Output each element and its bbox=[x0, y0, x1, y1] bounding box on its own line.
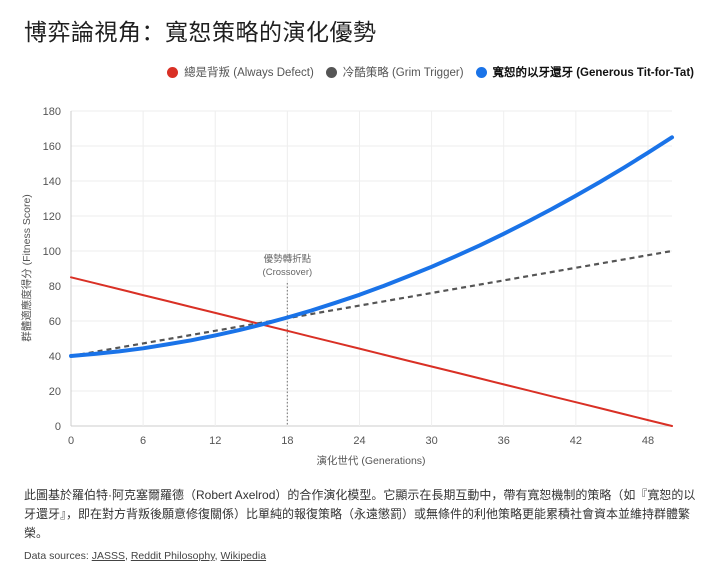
series-always-defect-line bbox=[70, 276, 673, 427]
legend-dot-icon bbox=[475, 66, 487, 78]
series-lines bbox=[69, 135, 674, 427]
x-axis-label: 演化世代 (Generations) bbox=[316, 454, 425, 467]
crossover-label: 優勢轉折點 bbox=[264, 253, 312, 265]
y-tick-label: 0 bbox=[55, 421, 61, 433]
legend-label: 冷酷策略 (Grim Trigger) bbox=[342, 67, 464, 79]
source-link-reddit[interactable]: Reddit Philosophy bbox=[130, 550, 215, 562]
chart-legend: 總是背叛 (Always Defect) 冷酷策略 (Grim Trigger)… bbox=[167, 64, 694, 80]
chart-description: 此圖基於羅伯特·阿克塞爾羅德（Robert Axelrod）的合作演化模型。它顯… bbox=[24, 488, 696, 540]
legend-item-generous-tft[interactable]: 寬恕的以牙還牙 (Generous Tit-for-Tat) bbox=[475, 64, 694, 80]
y-tick-label: 60 bbox=[49, 316, 61, 328]
chart-footer: 此圖基於羅伯特·阿克塞爾羅德（Robert Axelrod）的合作演化模型。它顯… bbox=[24, 486, 696, 563]
y-tick-label: 100 bbox=[43, 246, 61, 258]
x-tick-label: 36 bbox=[498, 435, 510, 447]
y-tick-label: 80 bbox=[49, 281, 61, 293]
legend-item-always-defect[interactable]: 總是背叛 (Always Defect) bbox=[167, 64, 314, 80]
series-grim-trigger-line bbox=[70, 249, 673, 358]
legend-dot-icon bbox=[167, 66, 179, 78]
crossover-sublabel: (Crossover) bbox=[263, 267, 313, 278]
x-tick-label: 42 bbox=[570, 435, 582, 447]
sources-prefix: Data sources: bbox=[24, 550, 89, 562]
y-tick-label: 40 bbox=[49, 351, 61, 363]
legend-item-grim-trigger[interactable]: 冷酷策略 (Grim Trigger) bbox=[325, 64, 464, 80]
x-tick-label: 12 bbox=[209, 435, 221, 447]
annotation: 優勢轉折點 (Crossover) bbox=[263, 253, 313, 426]
source-link-jasss[interactable]: JASSS bbox=[91, 550, 125, 562]
x-tick-label: 0 bbox=[68, 435, 74, 447]
grid bbox=[70, 110, 672, 427]
y-tick-label: 160 bbox=[43, 141, 61, 153]
legend-label: 總是背叛 (Always Defect) bbox=[184, 67, 314, 79]
y-tick-label: 120 bbox=[43, 211, 61, 223]
x-tick-label: 30 bbox=[425, 435, 437, 447]
line-chart: 0 20 40 60 80 100 120 140 160 180 0 6 12 18 24 30 36 42 48… bbox=[20, 106, 674, 467]
source-link-wikipedia[interactable]: Wikipedia bbox=[220, 550, 267, 562]
y-tick-label: 140 bbox=[43, 176, 61, 188]
x-tick-label: 18 bbox=[281, 435, 293, 447]
data-sources: Data sources: JASSS, Reddit Philosophy, … bbox=[24, 550, 267, 562]
tick-labels: 0 20 40 60 80 100 120 140 160 180 0 6 12 18 24 30 36 42 48 bbox=[43, 106, 654, 447]
legend-dot-icon bbox=[325, 66, 337, 78]
page-title: 博弈論視角：寬恕策略的演化優勢 bbox=[24, 19, 377, 45]
x-tick-label: 24 bbox=[353, 435, 365, 447]
y-axis-label: 群體適應度得分 (Fitness Score) bbox=[20, 194, 33, 342]
y-tick-label: 180 bbox=[43, 106, 61, 118]
legend-label: 寬恕的以牙還牙 (Generous Tit-for-Tat) bbox=[492, 67, 694, 79]
x-tick-label: 6 bbox=[140, 435, 146, 447]
x-tick-label: 48 bbox=[642, 435, 654, 447]
y-tick-label: 20 bbox=[49, 386, 61, 398]
series-generous-tft-line bbox=[69, 135, 674, 358]
